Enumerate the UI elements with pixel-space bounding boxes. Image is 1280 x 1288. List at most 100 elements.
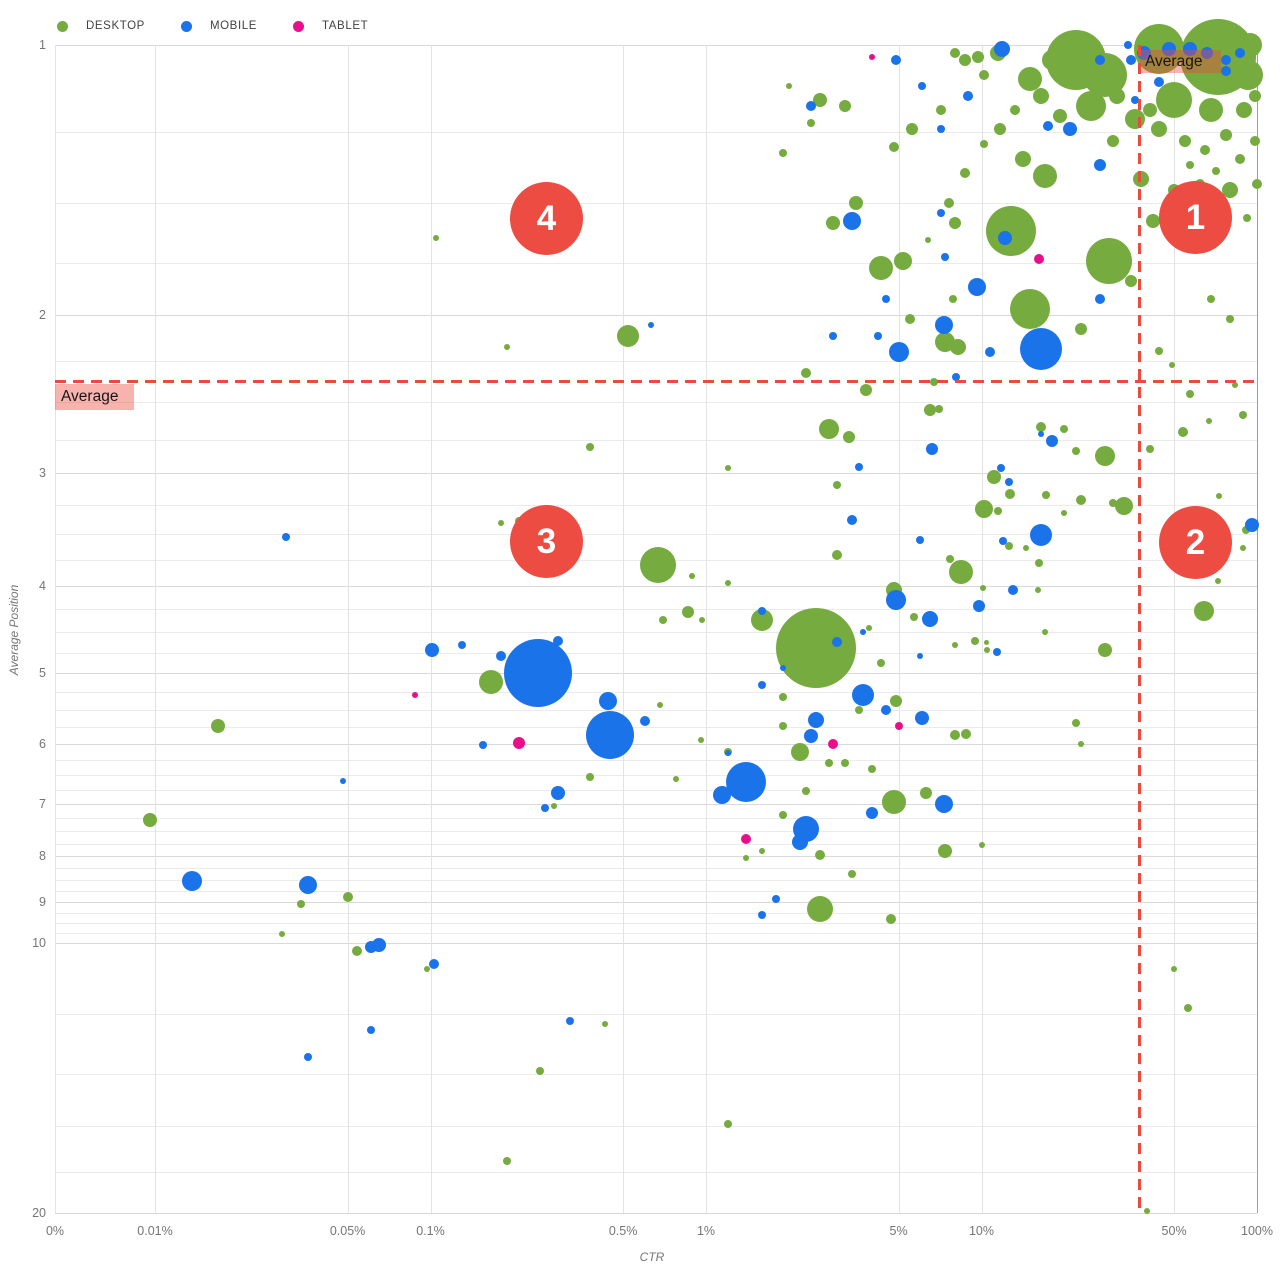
mobile-bubble[interactable] bbox=[962, 91, 973, 102]
desktop-bubble[interactable] bbox=[759, 848, 766, 855]
desktop-bubble[interactable] bbox=[1071, 446, 1080, 455]
legend-item-mobile[interactable]: MOBILE bbox=[180, 20, 257, 32]
desktop-bubble[interactable] bbox=[807, 896, 834, 923]
desktop-bubble[interactable] bbox=[1133, 170, 1150, 187]
mobile-bubble[interactable] bbox=[365, 940, 378, 953]
desktop-bubble[interactable] bbox=[1231, 381, 1238, 388]
desktop-bubble[interactable] bbox=[959, 168, 970, 179]
desktop-bubble[interactable] bbox=[867, 764, 876, 773]
desktop-bubble[interactable] bbox=[958, 54, 971, 67]
desktop-bubble[interactable] bbox=[1183, 1003, 1192, 1012]
mobile-bubble[interactable] bbox=[851, 683, 874, 706]
desktop-bubble[interactable] bbox=[1076, 91, 1107, 122]
desktop-bubble[interactable] bbox=[813, 92, 828, 107]
desktop-bubble[interactable] bbox=[1144, 1208, 1151, 1215]
mobile-bubble[interactable] bbox=[758, 680, 767, 689]
mobile-bubble[interactable] bbox=[998, 230, 1013, 245]
desktop-bubble[interactable] bbox=[689, 572, 696, 579]
tablet-bubble[interactable] bbox=[1034, 253, 1045, 264]
tablet-bubble[interactable] bbox=[894, 721, 903, 730]
desktop-bubble[interactable] bbox=[1171, 966, 1178, 973]
mobile-bubble[interactable] bbox=[997, 464, 1006, 473]
legend-item-tablet[interactable]: TABLET bbox=[293, 20, 368, 32]
mobile-bubble[interactable] bbox=[1037, 430, 1044, 437]
desktop-bubble[interactable] bbox=[1005, 488, 1016, 499]
mobile-bubble[interactable] bbox=[917, 652, 924, 659]
desktop-bubble[interactable] bbox=[1236, 101, 1253, 118]
desktop-bubble[interactable] bbox=[1078, 740, 1085, 747]
desktop-bubble[interactable] bbox=[826, 216, 841, 231]
desktop-bubble[interactable] bbox=[1168, 361, 1175, 368]
desktop-bubble[interactable] bbox=[842, 430, 855, 443]
desktop-bubble[interactable] bbox=[1094, 446, 1115, 467]
desktop-bubble[interactable] bbox=[1075, 322, 1088, 335]
mobile-bubble[interactable] bbox=[779, 664, 786, 671]
desktop-bubble[interactable] bbox=[1108, 88, 1125, 105]
mobile-bubble[interactable] bbox=[1182, 41, 1197, 56]
tablet-bubble[interactable] bbox=[412, 692, 419, 699]
desktop-bubble[interactable] bbox=[983, 640, 989, 646]
desktop-bubble[interactable] bbox=[825, 758, 834, 767]
mobile-bubble[interactable] bbox=[424, 643, 439, 658]
desktop-bubble[interactable] bbox=[833, 480, 842, 489]
desktop-bubble[interactable] bbox=[935, 104, 946, 115]
desktop-bubble[interactable] bbox=[801, 787, 810, 796]
desktop-bubble[interactable] bbox=[949, 47, 960, 58]
desktop-bubble[interactable] bbox=[1041, 490, 1050, 499]
mobile-bubble[interactable] bbox=[1094, 158, 1107, 171]
desktop-bubble[interactable] bbox=[751, 609, 774, 632]
desktop-bubble[interactable] bbox=[984, 647, 991, 654]
mobile-bubble[interactable] bbox=[495, 650, 506, 661]
mobile-bubble[interactable] bbox=[918, 81, 927, 90]
mobile-bubble[interactable] bbox=[941, 252, 950, 261]
desktop-bubble[interactable] bbox=[910, 612, 919, 621]
desktop-bubble[interactable] bbox=[923, 404, 936, 417]
desktop-bubble[interactable] bbox=[971, 637, 980, 645]
mobile-bubble[interactable] bbox=[829, 332, 838, 341]
mobile-bubble[interactable] bbox=[921, 611, 938, 628]
mobile-bubble[interactable] bbox=[891, 55, 902, 66]
desktop-bubble[interactable] bbox=[1212, 166, 1221, 175]
mobile-bubble[interactable] bbox=[967, 278, 986, 297]
desktop-bubble[interactable] bbox=[949, 339, 966, 356]
desktop-bubble[interactable] bbox=[894, 252, 913, 270]
mobile-bubble[interactable] bbox=[925, 443, 938, 456]
desktop-bubble[interactable] bbox=[1053, 109, 1068, 124]
desktop-bubble[interactable] bbox=[497, 520, 504, 527]
mobile-bubble[interactable] bbox=[936, 124, 945, 133]
mobile-bubble[interactable] bbox=[994, 40, 1011, 57]
mobile-bubble[interactable] bbox=[792, 834, 809, 851]
legend-item-desktop[interactable]: DESKTOP bbox=[57, 20, 145, 32]
desktop-bubble[interactable] bbox=[1193, 601, 1214, 622]
desktop-bubble[interactable] bbox=[1106, 135, 1119, 148]
mobile-bubble[interactable] bbox=[1007, 585, 1018, 596]
desktop-bubble[interactable] bbox=[1206, 295, 1215, 304]
desktop-bubble[interactable] bbox=[881, 789, 906, 814]
desktop-bubble[interactable] bbox=[974, 500, 993, 519]
desktop-bubble[interactable] bbox=[1214, 577, 1221, 584]
mobile-bubble[interactable] bbox=[888, 342, 909, 363]
mobile-bubble[interactable] bbox=[647, 321, 654, 328]
desktop-bubble[interactable] bbox=[994, 122, 1007, 135]
desktop-bubble[interactable] bbox=[1009, 104, 1020, 115]
desktop-bubble[interactable] bbox=[681, 606, 694, 619]
mobile-bubble[interactable] bbox=[758, 607, 767, 616]
desktop-bubble[interactable] bbox=[351, 945, 362, 956]
desktop-bubble[interactable] bbox=[1206, 417, 1213, 424]
desktop-bubble[interactable] bbox=[342, 891, 353, 902]
desktop-bubble[interactable] bbox=[1015, 151, 1032, 168]
desktop-bubble[interactable] bbox=[832, 550, 843, 561]
desktop-bubble[interactable] bbox=[1235, 154, 1246, 165]
desktop-bubble[interactable] bbox=[906, 122, 919, 135]
desktop-bubble[interactable] bbox=[1022, 544, 1029, 551]
mobile-bubble[interactable] bbox=[881, 295, 890, 304]
mobile-bubble[interactable] bbox=[1153, 77, 1164, 88]
mobile-bubble[interactable] bbox=[873, 332, 882, 341]
mobile-bubble[interactable] bbox=[457, 641, 466, 650]
mobile-bubble[interactable] bbox=[1005, 478, 1014, 487]
desktop-bubble[interactable] bbox=[815, 849, 826, 860]
desktop-bubble[interactable] bbox=[1018, 66, 1042, 91]
desktop-bubble[interactable] bbox=[1061, 509, 1068, 516]
desktop-bubble[interactable] bbox=[698, 736, 705, 743]
mobile-bubble[interactable] bbox=[1235, 47, 1246, 58]
